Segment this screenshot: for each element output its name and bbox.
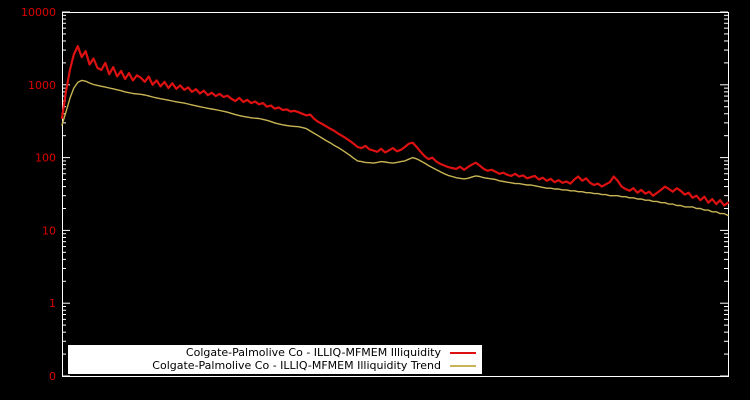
legend-row-trend: Colgate-Palmolive Co - ILLIQ-MFMEM Illiq… [74, 359, 476, 372]
y-tick-label: 10 [42, 224, 56, 237]
legend-sample-line-illiquidity [450, 351, 476, 354]
legend-sample-line-trend [450, 364, 476, 367]
y-tick-label: 0 [49, 370, 56, 383]
y-tick-label: 1 [49, 297, 56, 310]
illiquidity-line [60, 44, 730, 207]
y-tick-label: 100 [35, 152, 56, 165]
legend: Colgate-Palmolive Co - ILLIQ-MFMEM Illiq… [68, 345, 482, 374]
y-tick-label: 10000 [21, 6, 56, 19]
y-tick-label: 1000 [28, 79, 56, 92]
plot-area-border [62, 12, 729, 377]
legend-row-illiquidity: Colgate-Palmolive Co - ILLIQ-MFMEM Illiq… [74, 346, 476, 359]
legend-label-trend: Colgate-Palmolive Co - ILLIQ-MFMEM Illiq… [152, 359, 441, 372]
legend-label-illiquidity: Colgate-Palmolive Co - ILLIQ-MFMEM Illiq… [185, 346, 441, 359]
illiquidity-trend-line [61, 79, 729, 217]
y-axis-ticks [62, 11, 728, 377]
